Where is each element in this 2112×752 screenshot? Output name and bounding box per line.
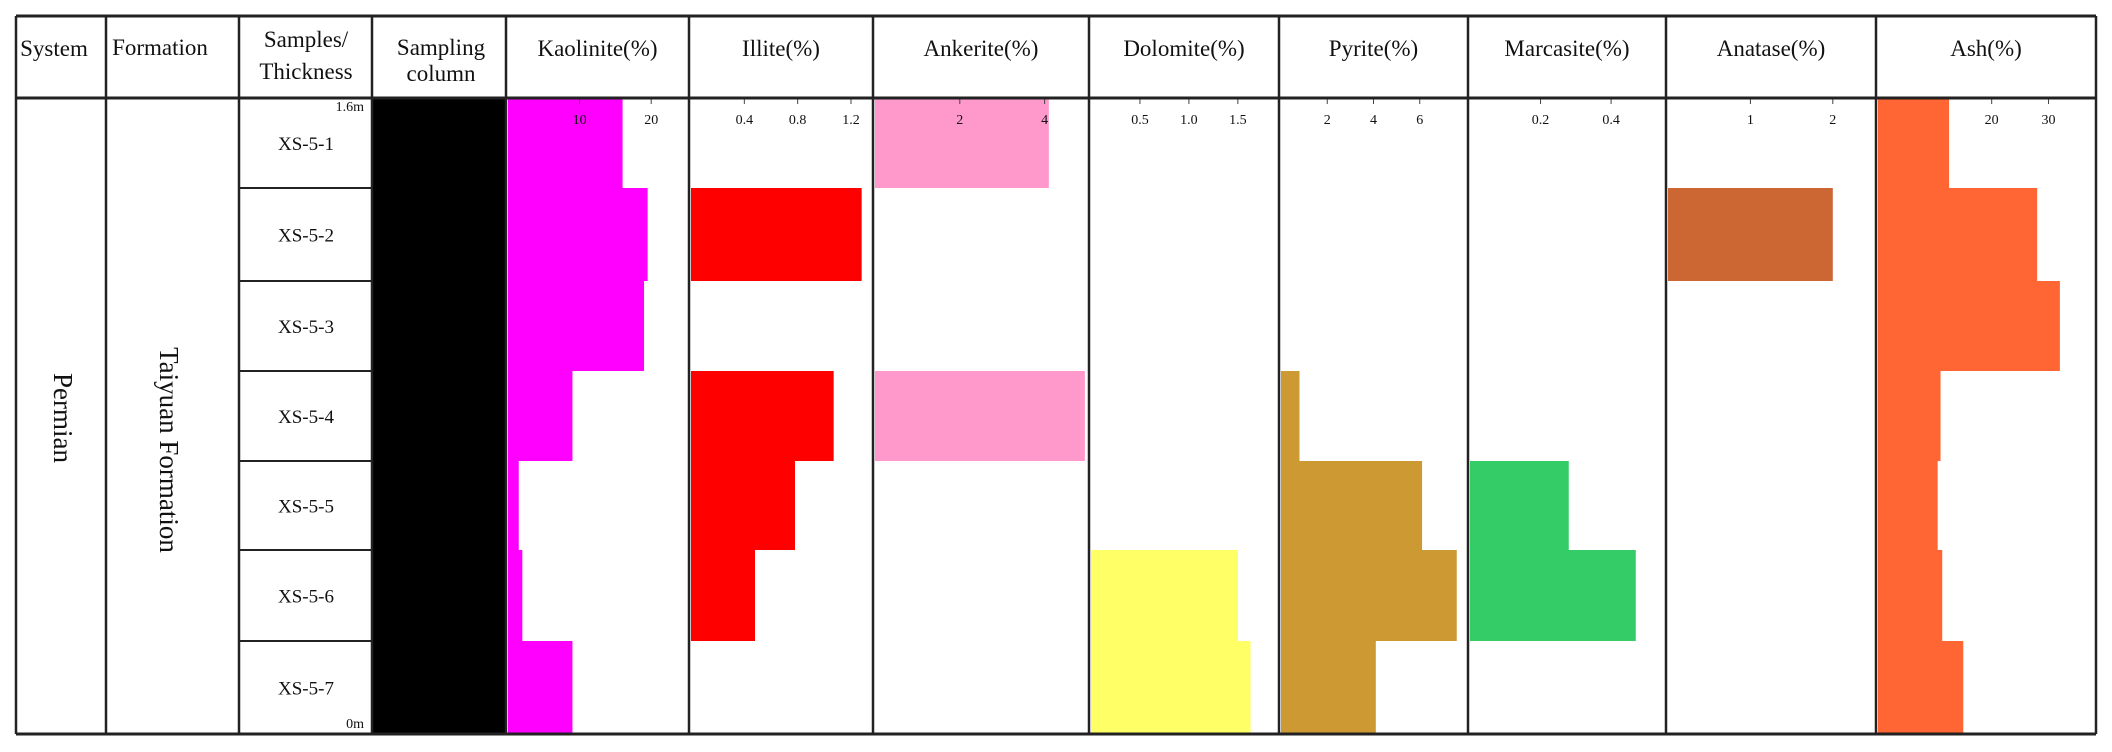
kaolinite-bar-3 [508,281,645,371]
ash-bar-3 [1878,281,2060,371]
system-value: Permian [48,373,78,463]
ash-bar-6 [1878,550,1943,641]
illite-bar-6 [691,550,755,641]
thickness-bottom: 0m [346,717,364,732]
ankerite-tick-label: 2 [956,113,963,128]
header-ankerite: Ankerite(%) [924,36,1039,61]
sample-label-3: XS-5-3 [278,317,334,338]
pyrite-tick-label: 4 [1370,113,1377,128]
ash-tick-label: 30 [2042,113,2056,128]
sample-label-1: XS-5-1 [278,134,334,155]
ankerite-bar-1 [875,98,1049,188]
kaolinite-tick-label: 10 [573,113,587,128]
illite-bar-5 [691,461,795,550]
kaolinite-bar-4 [508,371,573,461]
dolomite-bar-7 [1091,641,1251,734]
kaolinite-bar-7 [508,641,573,734]
header-dolomite: Dolomite(%) [1123,36,1244,61]
thickness-top: 1.6m [336,100,365,115]
ash-bar-2 [1878,188,2038,281]
dolomite-tick-label: 1.0 [1180,113,1198,128]
ash-bar-4 [1878,371,1941,461]
sample-label-7: XS-5-7 [278,679,334,700]
sampling-column-fill [373,98,506,734]
illite-bar-2 [691,188,862,281]
pyrite-bar-4 [1281,371,1300,461]
kaolinite-tick-label: 20 [644,113,658,128]
sample-label-4: XS-5-4 [278,407,334,428]
header-anatase: Anatase(%) [1717,36,1826,61]
header-sampling-line2: column [407,61,476,86]
ankerite-tick-label: 4 [1041,113,1048,128]
header-samples-line2: Thickness [259,59,352,84]
kaolinite-bar-5 [508,461,519,550]
anatase-tick-label: 1 [1747,113,1754,128]
sample-label-5: XS-5-5 [278,497,334,518]
dolomite-tick-label: 0.5 [1131,113,1149,128]
sample-label-6: XS-5-6 [278,587,334,608]
header-formation: Formation [112,35,208,60]
pyrite-bar-6 [1281,550,1457,641]
header-pyrite: Pyrite(%) [1329,36,1418,61]
anatase-tick-label: 2 [1829,113,1836,128]
header-samples-line1: Samples/ [264,27,349,52]
formation-value: Taiyuan Formation [154,347,184,553]
illite-tick-label: 1.2 [842,113,860,128]
illite-tick-label: 0.4 [736,113,754,128]
marcasite-bar-6 [1470,550,1636,641]
kaolinite-bar-1 [508,98,623,188]
illite-bar-4 [691,371,834,461]
illite-tick-label: 0.8 [789,113,807,128]
pyrite-bar-7 [1281,641,1376,734]
header-illite: Illite(%) [742,36,820,61]
header-kaolinite: Kaolinite(%) [537,36,657,61]
ash-bar-7 [1878,641,1964,734]
pyrite-tick-label: 2 [1324,113,1331,128]
header-ash: Ash(%) [1950,36,2022,61]
ash-tick-label: 20 [1985,113,1999,128]
dolomite-bar-6 [1091,550,1238,641]
anatase-bar-2 [1668,188,1833,281]
ash-bar-1 [1878,98,1950,188]
kaolinite-bar-2 [508,188,648,281]
pyrite-bar-5 [1281,461,1423,550]
dolomite-tick-label: 1.5 [1229,113,1247,128]
kaolinite-bar-6 [508,550,523,641]
sample-label-2: XS-5-2 [278,226,334,247]
ash-bar-5 [1878,461,1938,550]
marcasite-tick-label: 0.2 [1532,113,1550,128]
marcasite-tick-label: 0.4 [1602,113,1620,128]
pyrite-tick-label: 6 [1416,113,1423,128]
header-system: System [20,36,88,61]
header-marcasite: Marcasite(%) [1504,36,1629,61]
ankerite-bar-4 [875,371,1085,461]
header-sampling-line1: Sampling [397,35,486,60]
marcasite-bar-5 [1470,461,1569,550]
